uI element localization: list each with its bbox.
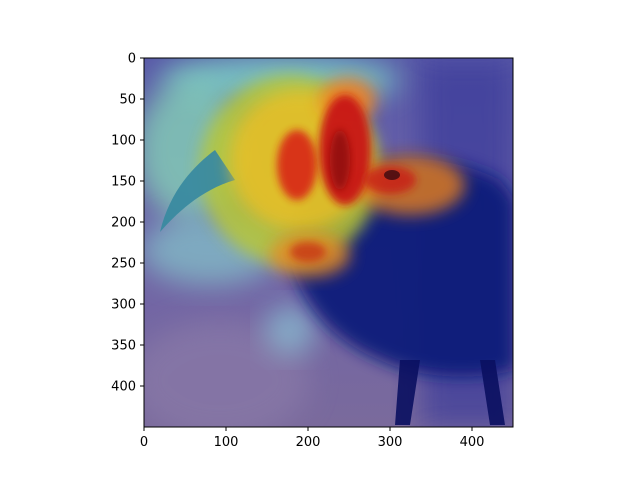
lower-left-region bbox=[144, 320, 310, 427]
activation-red-left bbox=[277, 130, 317, 200]
y-tick-label: 150 bbox=[111, 175, 136, 190]
y-tick-label: 250 bbox=[111, 257, 136, 272]
y-tick-label: 400 bbox=[111, 380, 136, 395]
bird-eye bbox=[384, 170, 400, 180]
y-tick-label: 350 bbox=[111, 339, 136, 354]
activation-red-eye bbox=[364, 166, 416, 194]
bird-legs bbox=[395, 360, 505, 425]
x-tick-label: 100 bbox=[214, 435, 239, 450]
x-tick-label: 400 bbox=[460, 435, 485, 450]
bird-beak bbox=[160, 150, 235, 232]
y-tick-label: 100 bbox=[111, 134, 136, 149]
heatmap-image bbox=[144, 58, 513, 427]
plot-frame bbox=[143, 57, 514, 428]
y-axis: 0 50 100 150 200 250 300 350 400 bbox=[111, 52, 144, 395]
y-tick-label: 200 bbox=[111, 216, 136, 231]
activation-red-peak bbox=[330, 130, 350, 190]
y-tick-label: 50 bbox=[119, 93, 136, 108]
y-tick-label: 0 bbox=[128, 52, 136, 67]
x-axis: 0 100 200 300 400 bbox=[140, 427, 485, 450]
x-tick-label: 200 bbox=[296, 435, 321, 450]
activation-red-lower bbox=[290, 242, 326, 262]
y-tick-label: 300 bbox=[111, 298, 136, 313]
bottom-cyan-spot bbox=[265, 305, 315, 355]
x-tick-label: 300 bbox=[378, 435, 403, 450]
x-tick-label: 0 bbox=[140, 435, 148, 450]
